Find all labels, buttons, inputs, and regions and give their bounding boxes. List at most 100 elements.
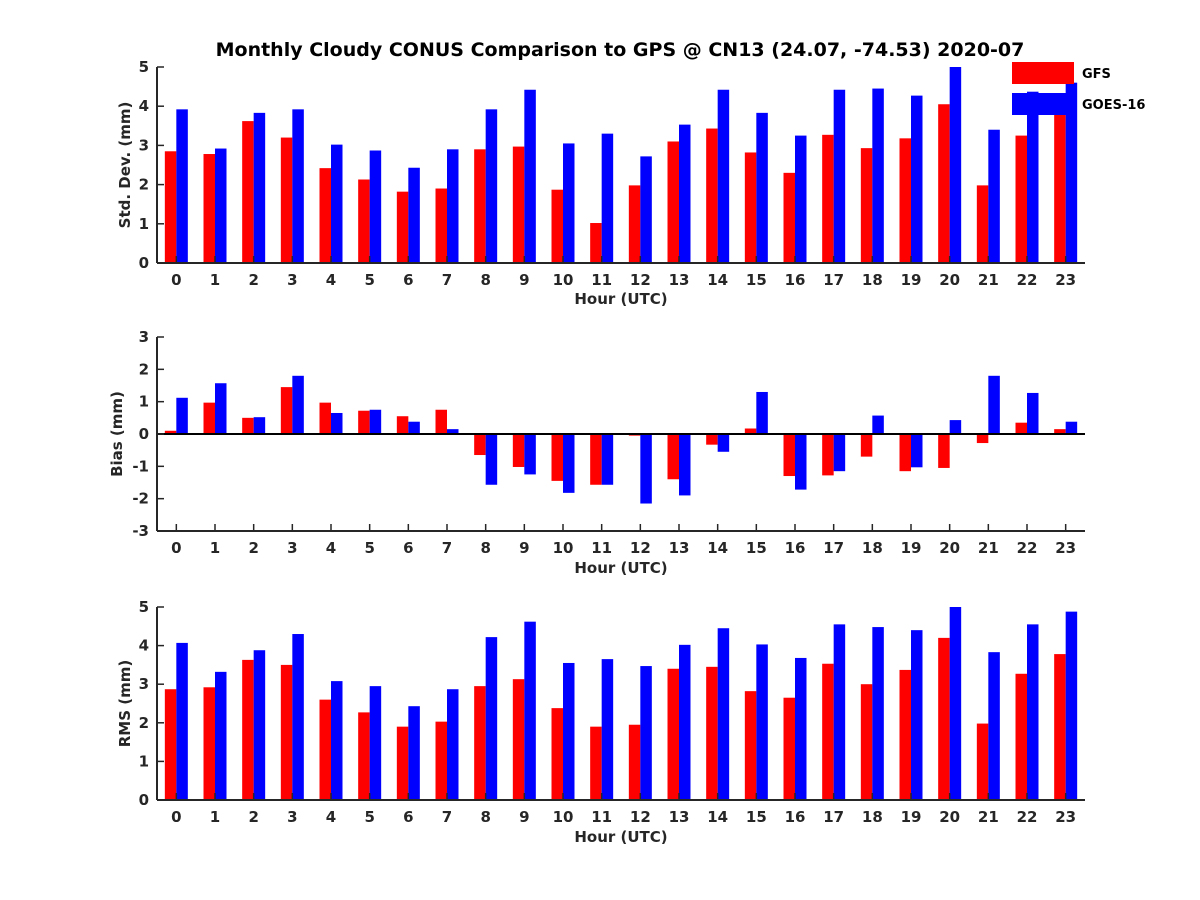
bar	[435, 409, 447, 434]
y-tick-label: 1	[139, 215, 149, 233]
bar	[590, 223, 602, 263]
bar	[396, 416, 409, 434]
bar	[628, 724, 641, 800]
bar	[949, 67, 962, 263]
bar	[512, 434, 525, 467]
bar	[319, 699, 331, 800]
series-goes-16	[176, 67, 1078, 264]
legend-swatch	[1012, 62, 1074, 84]
bar	[242, 417, 254, 434]
bar	[822, 663, 834, 800]
bar	[899, 138, 911, 263]
x-tick-label: 12	[630, 539, 651, 557]
bar	[1027, 91, 1039, 263]
bar	[872, 627, 884, 800]
x-tick-label: 8	[480, 539, 490, 557]
bar	[601, 434, 614, 485]
bar	[396, 726, 409, 800]
y-tick-label: 1	[139, 393, 149, 411]
bar	[369, 150, 382, 263]
x-tick-label: 1	[210, 271, 220, 289]
bar	[783, 697, 795, 800]
y-tick-label: 2	[139, 714, 149, 732]
bar	[512, 146, 525, 263]
subplot-3: 0 1 2 3 4 5 6 7 8 9 10 11 12 13 14 15 16 17 18 19 20 21 22 2301…	[116, 598, 1085, 846]
series-gfs	[164, 104, 1066, 264]
x-tick-label: 6	[403, 271, 413, 289]
series-gfs	[164, 387, 1066, 485]
y-tick-label: 2	[139, 176, 149, 194]
x-tick-label: 2	[248, 539, 258, 557]
x-tick-label: 9	[519, 271, 529, 289]
bar	[176, 397, 188, 434]
x-tick-label: 4	[326, 539, 336, 557]
x-tick-label: 16	[785, 539, 806, 557]
x-tick-label: 7	[442, 808, 452, 826]
bar	[203, 402, 215, 434]
bar	[795, 657, 807, 800]
bar	[795, 135, 807, 263]
bar	[744, 428, 757, 434]
bar	[949, 420, 962, 434]
bar	[860, 684, 873, 800]
y-axis-label: Std. Dev. (mm)	[116, 102, 134, 229]
bar	[833, 434, 846, 472]
bar	[938, 434, 950, 468]
bar	[756, 391, 768, 434]
bar	[319, 168, 331, 263]
bar	[292, 375, 304, 434]
bar	[447, 689, 459, 800]
x-tick-label: 17	[823, 539, 844, 557]
x-tick-label: 7	[442, 271, 452, 289]
bar	[1015, 135, 1027, 263]
x-tick-label: 11	[591, 539, 612, 557]
x-tick-label: 10	[553, 808, 574, 826]
x-tick-label: 21	[978, 539, 999, 557]
bar	[988, 129, 1000, 263]
bar	[795, 434, 807, 490]
x-axis-label: Hour (UTC)	[574, 828, 667, 846]
bar	[717, 628, 730, 800]
bar	[860, 434, 873, 457]
bar	[717, 89, 730, 264]
y-tick-label: 5	[139, 598, 149, 616]
x-tick-label: 15	[746, 271, 767, 289]
x-tick-label: 22	[1017, 808, 1038, 826]
bar	[242, 121, 254, 263]
bar	[408, 706, 420, 800]
x-tick-label: 14	[707, 808, 728, 826]
bar	[706, 128, 718, 263]
bar	[1015, 673, 1027, 800]
x-axis-label: Hour (UTC)	[574, 559, 667, 577]
x-tick-label: 17	[823, 808, 844, 826]
bar	[215, 383, 227, 434]
bar	[833, 89, 846, 264]
bar	[938, 637, 950, 800]
bar	[679, 434, 691, 496]
series-goes-16	[176, 607, 1078, 800]
bar	[1054, 654, 1066, 800]
y-tick-label: 4	[139, 637, 149, 655]
x-axis-label: Hour (UTC)	[574, 290, 667, 308]
bar	[717, 434, 730, 452]
bar	[706, 666, 718, 800]
bar	[976, 185, 989, 263]
bar	[292, 634, 304, 800]
x-tick-label: 2	[248, 271, 258, 289]
x-tick-label: 4	[326, 808, 336, 826]
y-tick-label: 5	[139, 58, 149, 76]
y-tick-label: 0	[139, 254, 149, 272]
bar	[563, 662, 575, 800]
bar	[938, 104, 950, 264]
x-tick-label: 0	[171, 539, 181, 557]
x-tick-label: 21	[978, 271, 999, 289]
subplot-2: 0 1 2 3 4 5 6 7 8 9 10 11 12 13 14 15 16 17 18 19 20 21 22 23-3…	[108, 328, 1085, 577]
bar	[203, 154, 215, 263]
y-axis-label: RMS (mm)	[116, 660, 134, 747]
bar	[408, 167, 420, 263]
bar	[485, 109, 498, 263]
bar	[524, 434, 536, 475]
bar	[551, 708, 563, 800]
bar	[783, 434, 795, 477]
